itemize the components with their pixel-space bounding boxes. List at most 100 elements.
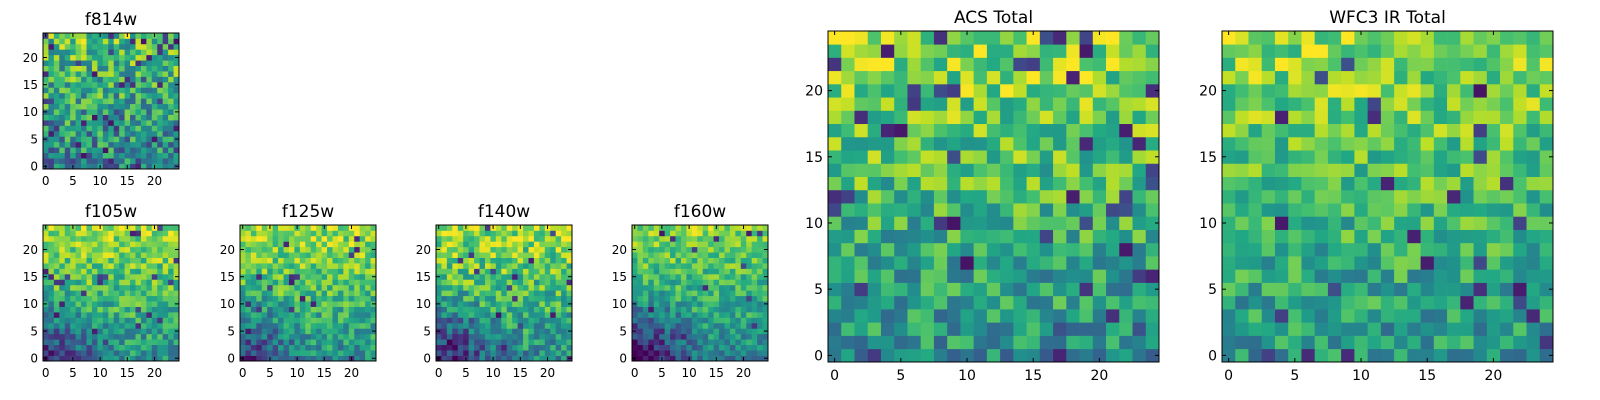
heatmap-cell [555, 225, 562, 231]
heatmap-cell [91, 263, 98, 269]
heatmap-cell [512, 306, 518, 313]
heatmap-cell [91, 235, 98, 242]
heatmap-cell [75, 273, 82, 280]
heatmap-cell [1486, 229, 1501, 244]
heatmap-cell [735, 301, 742, 307]
heatmap-cell [664, 252, 671, 258]
heatmap-cell [119, 65, 125, 72]
heatmap-cell [102, 306, 109, 313]
heatmap-cell [343, 339, 350, 346]
heatmap-cell [463, 290, 469, 297]
heatmap-cell [256, 339, 263, 346]
heatmap-cell [719, 241, 725, 248]
heatmap-cell [310, 350, 317, 356]
heatmap-cell [294, 273, 301, 280]
heatmap-cell [337, 246, 344, 253]
heatmap-cell [130, 136, 136, 143]
heatmap-cell [108, 246, 115, 253]
heatmap-cell [474, 317, 480, 324]
heatmap-cell [446, 225, 453, 231]
heatmap-cell [501, 230, 508, 237]
heatmap-cell [894, 335, 908, 350]
heatmap-cell [1079, 31, 1094, 45]
heatmap-cell [474, 306, 480, 313]
heatmap-cell [670, 284, 676, 291]
heatmap-cell [719, 279, 725, 286]
y-tick-label: 10 [220, 297, 235, 311]
heatmap-cell [1066, 282, 1080, 297]
heatmap-cell [1053, 256, 1067, 270]
heatmap-cell [1420, 216, 1435, 230]
heatmap-cell [97, 230, 104, 237]
heatmap-cell [642, 257, 649, 264]
heatmap-cell [53, 43, 60, 50]
heatmap-cell [1092, 295, 1107, 310]
heatmap-cell [53, 339, 60, 346]
heatmap-cell [1327, 83, 1342, 98]
heatmap-cell [124, 290, 131, 297]
heatmap-cell [1106, 123, 1120, 138]
heatmap-cell [168, 33, 174, 39]
heatmap-cell [64, 295, 71, 302]
heatmap-cell [75, 355, 82, 362]
heatmap-cell [305, 317, 312, 324]
heatmap-cell [151, 263, 158, 269]
heatmap-cell [746, 252, 753, 258]
heatmap-cell [146, 114, 153, 121]
heatmap-cell [1460, 83, 1474, 98]
heatmap-cell [484, 328, 491, 335]
heatmap-cell [1274, 44, 1289, 58]
heatmap-cell [1394, 123, 1408, 138]
heatmap-cell [91, 273, 98, 280]
heatmap-cell [321, 317, 328, 324]
heatmap-cell [1301, 83, 1316, 98]
heatmap-cell [1367, 295, 1382, 310]
heatmap-cell [637, 306, 644, 313]
heatmap-cell [973, 31, 988, 45]
heatmap-cell [1433, 110, 1448, 125]
heatmap-cell [550, 312, 557, 318]
heatmap-cell [841, 269, 855, 283]
heatmap-cell [1394, 309, 1408, 323]
heatmap-cell [555, 295, 562, 302]
heatmap-cell [250, 263, 257, 269]
heatmap-cell [484, 350, 491, 356]
y-tick-label: 15 [805, 150, 823, 166]
x-tick-label: 20 [147, 174, 162, 188]
heatmap-cell [151, 87, 158, 94]
heatmap-cell [1066, 136, 1080, 151]
heatmap-cell [632, 235, 638, 242]
heatmap-cell [1460, 150, 1474, 164]
heatmap-cell [632, 317, 638, 324]
heatmap-cell [332, 246, 339, 253]
panel-title: f105w [85, 202, 137, 222]
heatmap-cell [632, 306, 638, 313]
heatmap-cell [544, 273, 551, 280]
heatmap-cell [299, 230, 306, 237]
heatmap-cell [880, 150, 895, 164]
heatmap-cell [1026, 216, 1041, 230]
heatmap-cell [43, 312, 49, 318]
heatmap-cell [97, 76, 104, 83]
heatmap-cells [828, 31, 1160, 363]
heatmap-cell [1460, 242, 1474, 257]
heatmap-cell [702, 263, 709, 269]
heatmap-cell [261, 312, 268, 318]
heatmap-cell [555, 273, 562, 280]
heatmap-cell [97, 263, 104, 269]
heatmap-cell [151, 152, 158, 159]
heatmap-cell [484, 290, 491, 297]
heatmap-cell [653, 339, 660, 346]
heatmap-cell [1248, 189, 1263, 204]
heatmap-cell [256, 344, 263, 351]
heatmap-cell [157, 76, 164, 83]
heatmap-cell [751, 230, 758, 237]
heatmap-cell [146, 246, 153, 253]
heatmap-cell [135, 60, 142, 66]
heatmap-cell [697, 317, 704, 324]
heatmap-cell [124, 158, 131, 164]
heatmap-cell [933, 176, 948, 191]
heatmap-cell [436, 252, 442, 258]
heatmap-cell [86, 87, 93, 94]
heatmap-cell [757, 246, 763, 253]
